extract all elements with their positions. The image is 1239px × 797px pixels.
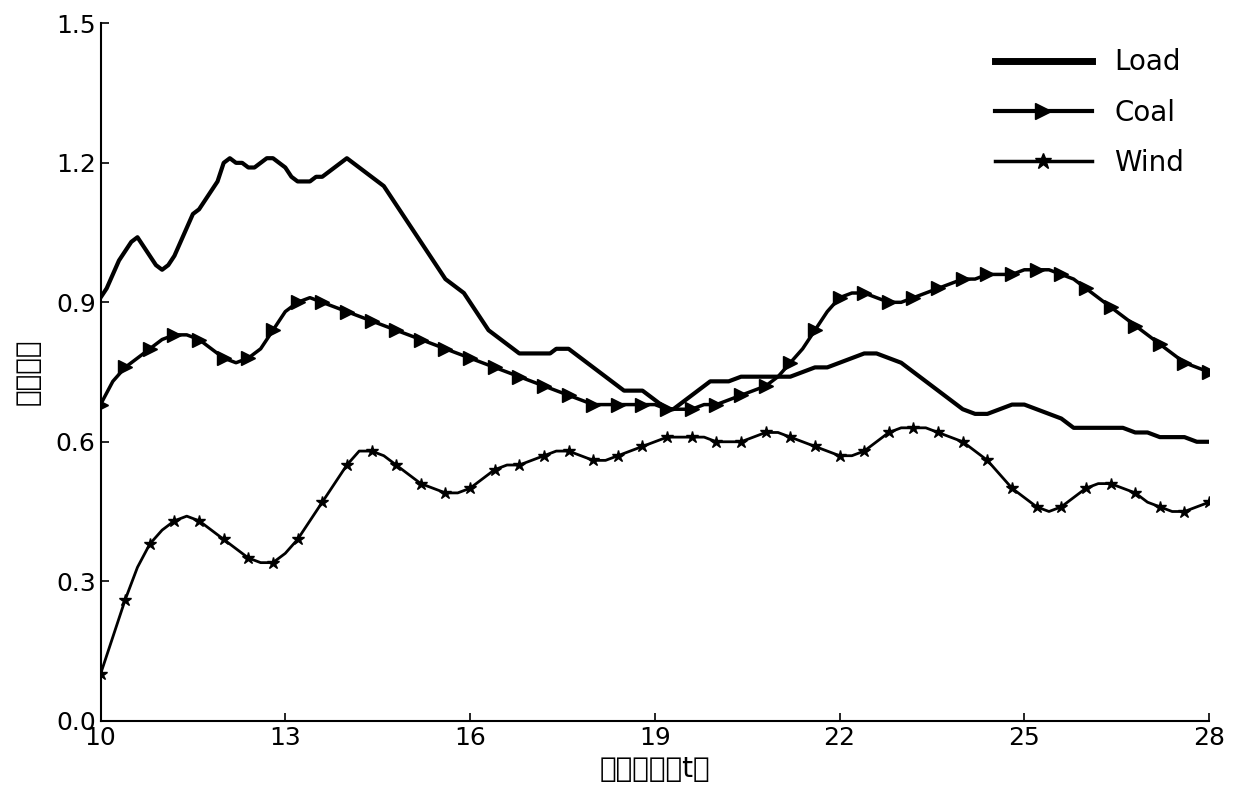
Legend: Load, Coal, Wind: Load, Coal, Wind	[984, 37, 1196, 188]
X-axis label: 迟延时间（t）: 迟延时间（t）	[600, 755, 710, 783]
Y-axis label: 互信息値: 互信息値	[14, 339, 42, 406]
